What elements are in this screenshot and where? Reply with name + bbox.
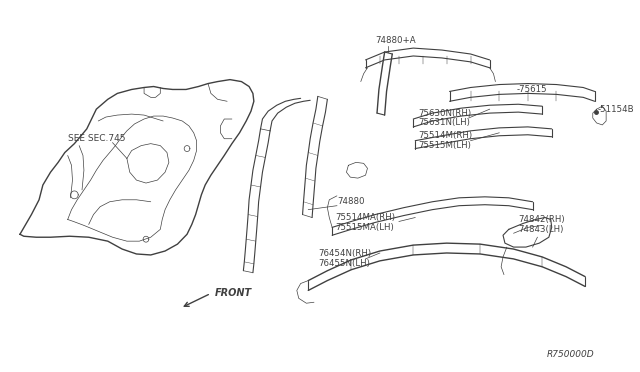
Text: FRONT: FRONT [214, 288, 252, 298]
Text: 74842(RH): 74842(RH) [518, 215, 565, 224]
Text: 74880+A: 74880+A [375, 36, 416, 45]
Text: -51154B: -51154B [598, 105, 634, 114]
Text: -75615: -75615 [516, 85, 547, 94]
Text: SEE SEC.745: SEE SEC.745 [68, 134, 125, 143]
Text: 74880: 74880 [337, 197, 364, 206]
Text: 75514MA(RH): 75514MA(RH) [335, 213, 395, 222]
Text: 75631N(LH): 75631N(LH) [418, 118, 470, 128]
Text: 76454N(RH): 76454N(RH) [318, 250, 371, 259]
Text: R750000D: R750000D [547, 350, 595, 359]
Text: 75514M(RH): 75514M(RH) [418, 131, 472, 140]
Text: 74843(LH): 74843(LH) [518, 225, 564, 234]
Text: 75630N(RH): 75630N(RH) [418, 109, 471, 118]
Text: 76455N(LH): 76455N(LH) [318, 259, 370, 268]
Text: 75515M(LH): 75515M(LH) [418, 141, 471, 150]
Text: 75515MA(LH): 75515MA(LH) [335, 223, 394, 232]
